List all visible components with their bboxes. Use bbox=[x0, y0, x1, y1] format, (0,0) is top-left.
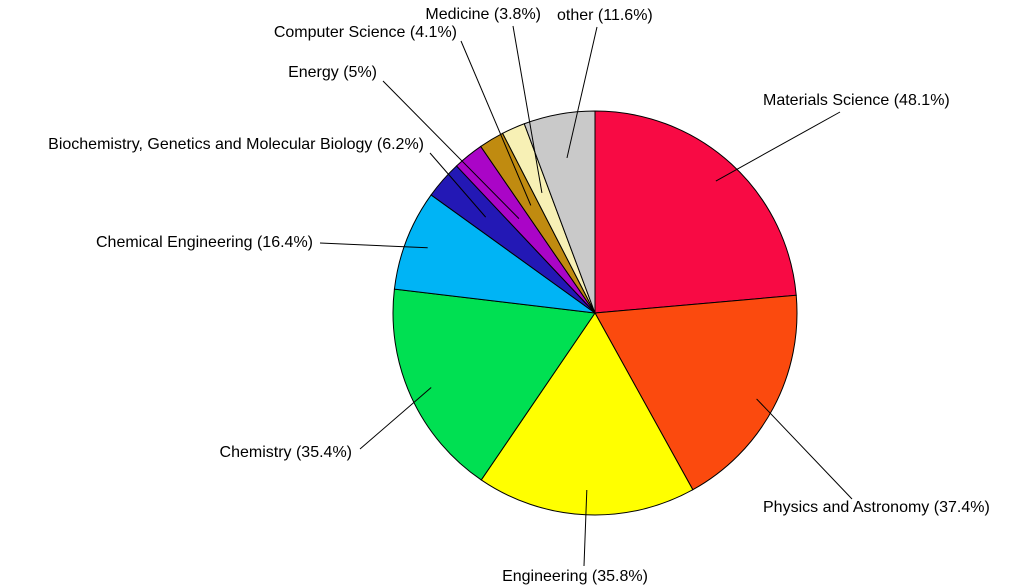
pie-slice-chemistry bbox=[392, 288, 596, 481]
pie-slice-physics-and-astronomy bbox=[594, 294, 798, 491]
slice-label-engineering: Engineering (35.8%) bbox=[502, 568, 648, 585]
leader-line-chemical-engineering bbox=[319, 242, 428, 249]
leader-line-energy bbox=[382, 80, 520, 219]
leader-line-engineering bbox=[583, 489, 588, 567]
pie-slice-chemical-engineering bbox=[393, 194, 597, 314]
slice-label-physics-and-astronomy: Physics and Astronomy (37.4%) bbox=[763, 499, 990, 516]
slice-label-energy: Energy (5%) bbox=[288, 64, 377, 81]
slice-label-other: other (11.6%) bbox=[557, 7, 653, 24]
leader-line-materials-science bbox=[715, 111, 841, 182]
slice-label-chemical-engineering: Chemical Engineering (16.4%) bbox=[96, 234, 313, 251]
pie-slice-materials-science bbox=[594, 110, 797, 314]
slice-label-computer-science: Computer Science (4.1%) bbox=[274, 24, 457, 41]
slice-label-biochemistry-genetics-and-molecular-biology: Biochemistry, Genetics and Molecular Bio… bbox=[48, 136, 424, 153]
slice-label-chemistry: Chemistry (35.4%) bbox=[220, 444, 352, 461]
slice-label-materials-science: Materials Science (48.1%) bbox=[763, 92, 950, 109]
leader-line-computer-science bbox=[460, 40, 532, 206]
pie-slice-other bbox=[523, 110, 596, 314]
leader-line-physics-and-astronomy bbox=[756, 398, 853, 500]
slice-label-medicine: Medicine (3.8%) bbox=[425, 6, 541, 23]
leader-line-medicine bbox=[512, 25, 543, 193]
leader-line-chemistry bbox=[359, 387, 432, 450]
leader-line-other bbox=[566, 26, 598, 159]
leader-line-biochemistry-genetics-and-molecular-biology bbox=[429, 152, 487, 218]
